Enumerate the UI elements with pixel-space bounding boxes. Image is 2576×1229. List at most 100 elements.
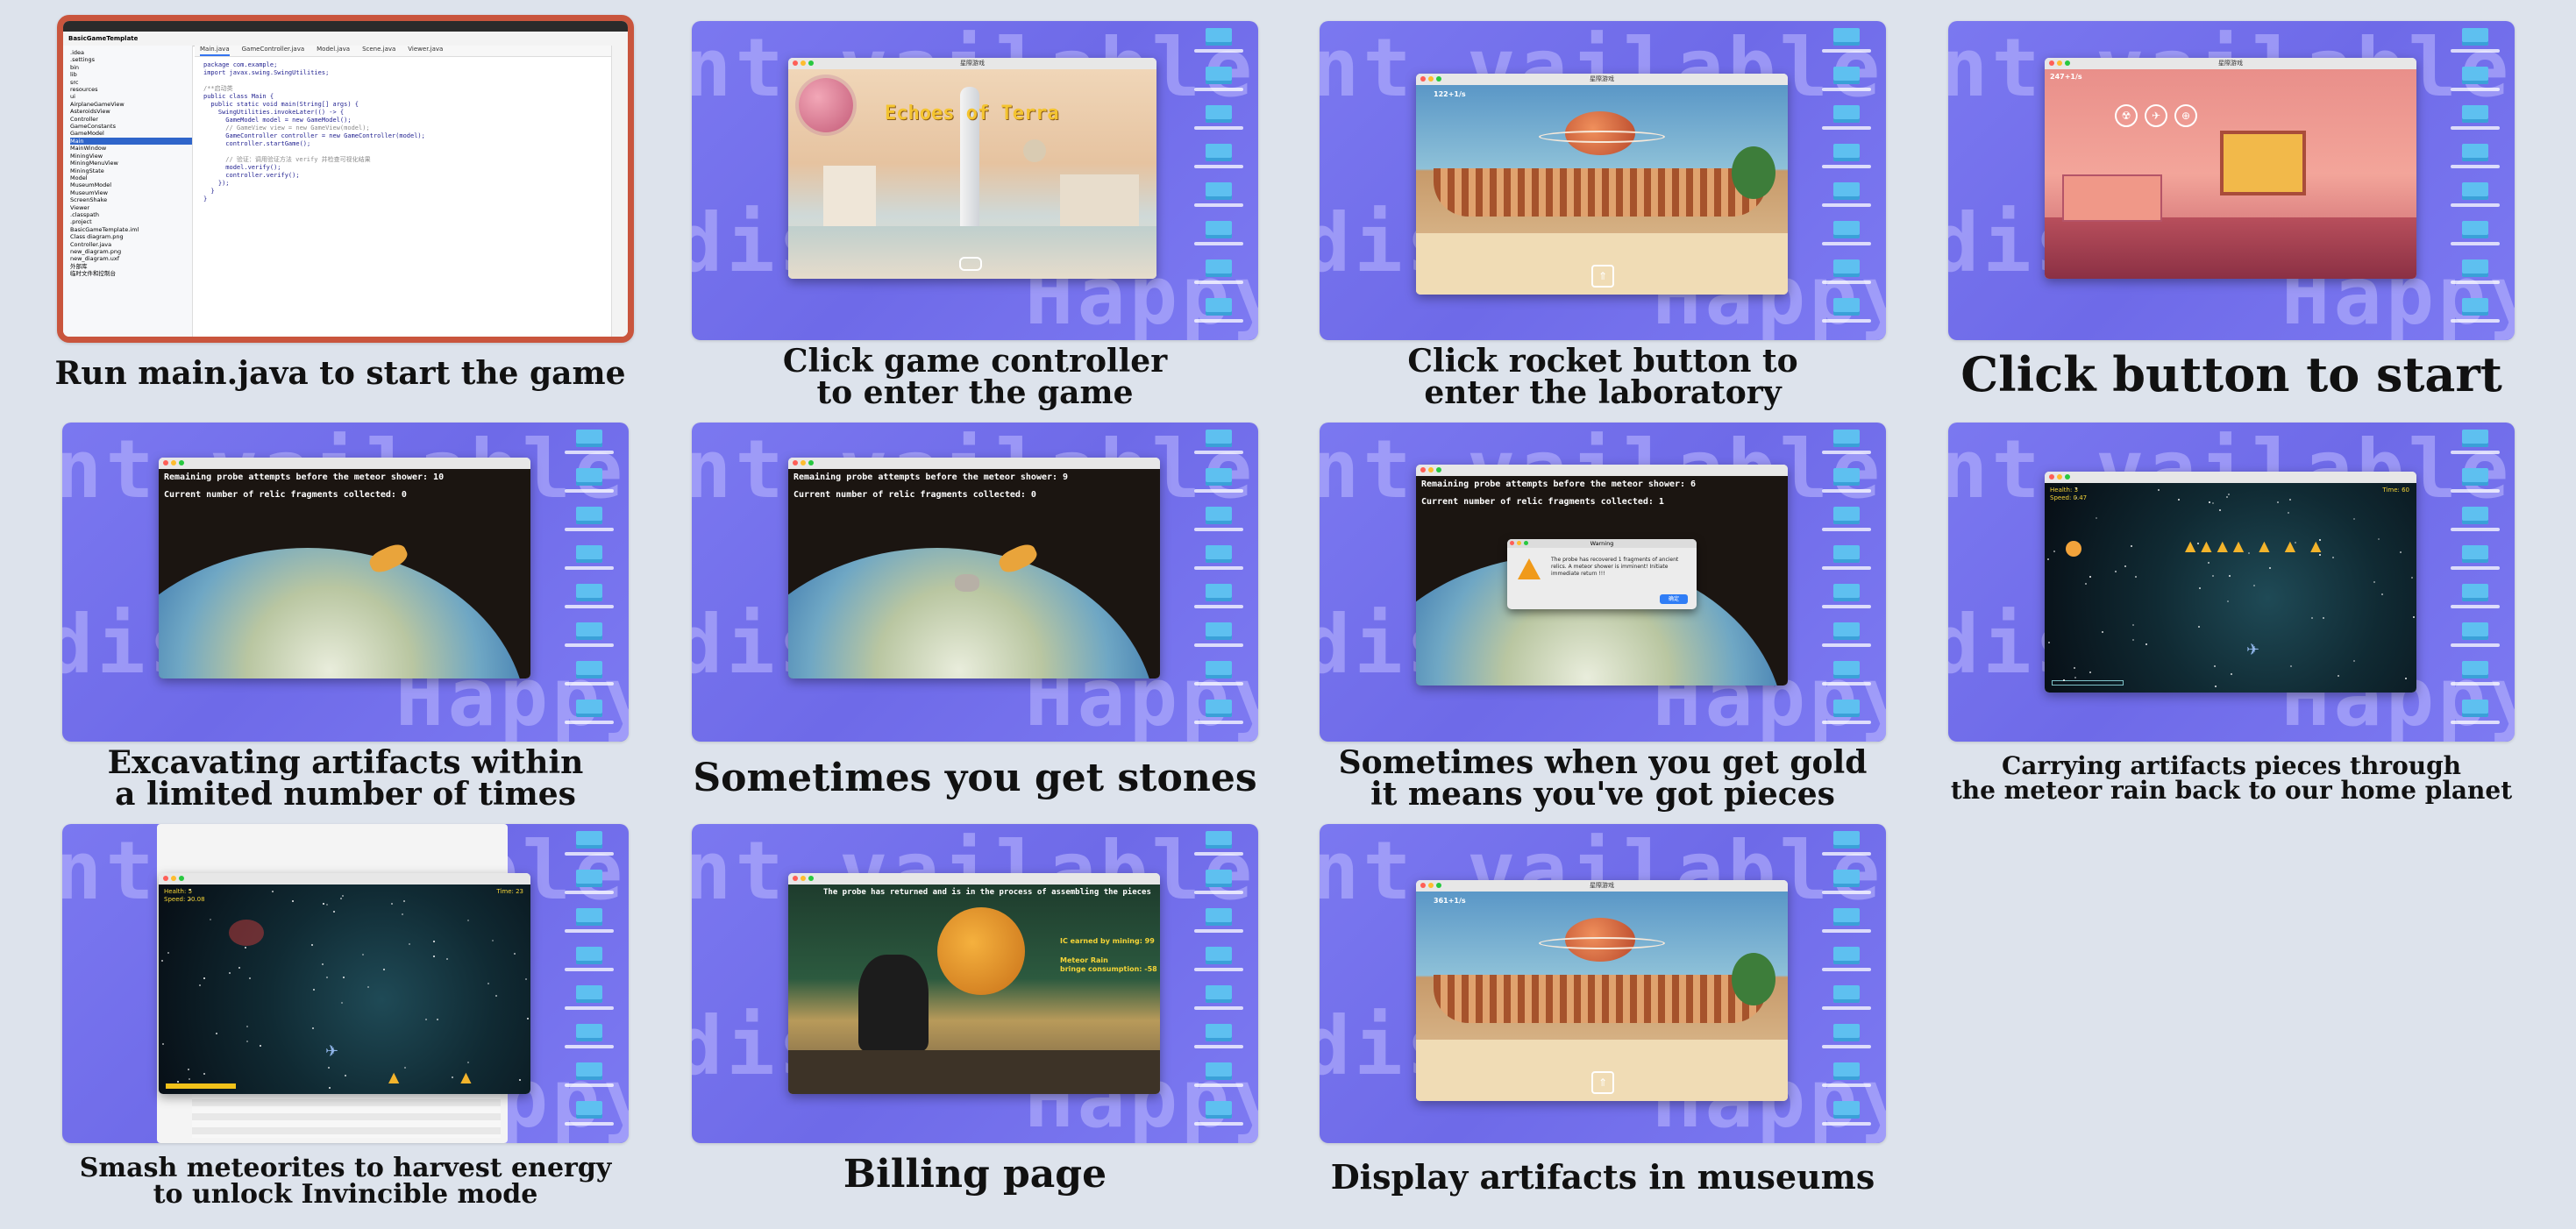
folder-icon[interactable]	[1206, 622, 1232, 640]
folder-icon[interactable]	[1833, 1101, 1860, 1119]
tile-excavation[interactable]: nt vailable disk. Happy Remaining probe …	[62, 423, 629, 742]
game-window[interactable]: 星際游戏 122+1/s ⇑	[1416, 74, 1788, 295]
folder-icon[interactable]	[1833, 259, 1860, 277]
folder-icon[interactable]	[576, 1062, 602, 1080]
project-tree-item[interactable]: GameModel	[70, 130, 104, 138]
folder-icon[interactable]	[1833, 221, 1860, 238]
project-tree-item[interactable]: Viewer	[70, 203, 90, 211]
warning-dialog[interactable]: Warning The probe has recovered 1 fragme…	[1507, 539, 1697, 609]
project-tree-item[interactable]: MiningState	[70, 167, 104, 174]
folder-icon[interactable]	[1833, 182, 1860, 200]
folder-icon[interactable]	[576, 947, 602, 964]
project-tree-item[interactable]: resources	[70, 86, 98, 94]
tile-museum[interactable]: nt vailable disk. Happy 星際游戏 361+1/s ⇑	[1320, 824, 1886, 1143]
project-tree-item[interactable]: AirplaneGameView	[70, 100, 125, 108]
folder-icon[interactable]	[576, 870, 602, 887]
window-controls[interactable]	[2049, 60, 2070, 66]
folder-icon[interactable]	[2462, 144, 2488, 161]
dialog-ok-button[interactable]: 确定	[1660, 594, 1688, 604]
folder-icon[interactable]	[2462, 584, 2488, 601]
folder-icon[interactable]	[1833, 661, 1860, 678]
folder-icon[interactable]	[2462, 28, 2488, 46]
ide-tab[interactable]: Model.java	[317, 46, 351, 53]
folder-icon[interactable]	[576, 1024, 602, 1041]
folder-icon[interactable]	[1206, 67, 1232, 84]
folder-icon[interactable]	[1206, 1024, 1232, 1041]
tile-gold[interactable]: nt vailable disk. Happy Remaining probe …	[1320, 423, 1886, 742]
folder-icon[interactable]	[1833, 507, 1860, 524]
project-tree-item[interactable]: Main	[70, 137, 192, 146]
project-tree-item[interactable]: new_diagram.uxf	[70, 255, 120, 263]
folder-icon[interactable]	[1833, 1062, 1860, 1080]
rocket-button-icon[interactable]: ⇑	[1591, 265, 1614, 288]
ide-tab[interactable]: Main.java	[200, 46, 230, 56]
folder-icon[interactable]	[576, 468, 602, 486]
planet-surface[interactable]	[159, 548, 527, 678]
folder-icon[interactable]	[1833, 298, 1860, 316]
project-tree-item[interactable]: GameConstants	[70, 123, 116, 131]
folder-icon[interactable]	[576, 584, 602, 601]
folder-icon[interactable]	[1206, 1101, 1232, 1119]
folder-icon[interactable]	[576, 661, 602, 678]
mining-scene[interactable]: Remaining probe attempts before the mete…	[1416, 476, 1788, 686]
project-tree-item[interactable]: MuseumModel	[70, 181, 112, 189]
folder-icon[interactable]	[2462, 430, 2488, 447]
window-controls[interactable]	[793, 460, 814, 465]
tile-ide[interactable]: BasicGameTemplate Main.java GameControll…	[57, 15, 634, 343]
folder-icon[interactable]	[1206, 870, 1232, 887]
folder-icon[interactable]	[2462, 105, 2488, 123]
project-tree-item[interactable]: .project	[70, 218, 92, 226]
game-window[interactable]: 星際游戏 361+1/s ⇑	[1416, 880, 1788, 1101]
folder-icon[interactable]	[2462, 67, 2488, 84]
folder-icon[interactable]	[1206, 545, 1232, 563]
game-window[interactable]: 星際游戏 247+1/s ☢ ✈ ⊕	[2045, 58, 2416, 279]
project-tree-item[interactable]: new_diagram.png	[70, 247, 122, 255]
project-tree-item[interactable]: 外部库	[70, 262, 88, 270]
folder-icon[interactable]	[1833, 545, 1860, 563]
project-tree-item[interactable]: Class diagram.png	[70, 233, 124, 241]
window-controls[interactable]	[2049, 474, 2070, 480]
game-window[interactable]: Health: 3 Speed: 0.47 Time: 60 ▲▲▲▲ ▲ ▲ …	[2045, 472, 2416, 693]
folder-icon[interactable]	[1206, 661, 1232, 678]
tile-billing[interactable]: nt vailable disk. Happy The probe has re…	[692, 824, 1258, 1143]
project-tree-item[interactable]: .classpath	[70, 210, 99, 218]
folder-icon[interactable]	[2462, 507, 2488, 524]
window-controls[interactable]	[793, 60, 814, 66]
project-tree-item[interactable]: BasicGameTemplate.iml	[70, 225, 139, 233]
project-tree-item[interactable]: MuseumView	[70, 188, 108, 196]
folder-icon[interactable]	[2462, 259, 2488, 277]
folder-icon[interactable]	[1206, 221, 1232, 238]
project-tree-item[interactable]: ui	[70, 93, 75, 101]
project-tree-item[interactable]: ScreenShake	[70, 196, 108, 204]
folder-icon[interactable]	[576, 1101, 602, 1119]
folder-icon[interactable]	[1833, 144, 1860, 161]
mining-scene[interactable]: Remaining probe attempts before the mete…	[788, 469, 1160, 678]
folder-icon[interactable]	[2462, 298, 2488, 316]
folder-icon[interactable]	[2462, 221, 2488, 238]
window-controls[interactable]	[163, 460, 184, 465]
project-tree-item[interactable]: src	[70, 78, 79, 86]
folder-icon[interactable]	[576, 700, 602, 717]
game-window[interactable]: The probe has returned and is in the pro…	[788, 873, 1160, 1094]
folder-icon[interactable]	[1206, 144, 1232, 161]
folder-icon[interactable]	[1206, 584, 1232, 601]
folder-icon[interactable]	[2462, 661, 2488, 678]
folder-icon[interactable]	[576, 908, 602, 926]
folder-icon[interactable]	[1206, 259, 1232, 277]
tile-invincible[interactable]: nt vailable Happy Health: 5 Speed: 20.08…	[62, 824, 629, 1143]
folder-icon[interactable]	[1206, 700, 1232, 717]
folder-icon[interactable]	[576, 545, 602, 563]
folder-icon[interactable]	[2462, 468, 2488, 486]
folder-icon[interactable]	[1833, 947, 1860, 964]
project-tree-item[interactable]: MiningView	[70, 152, 103, 160]
folder-icon[interactable]	[576, 622, 602, 640]
project-tree-item[interactable]: AsteroidsView	[70, 108, 110, 116]
folder-icon[interactable]	[1206, 908, 1232, 926]
tile-base[interactable]: nt vailable disk. Happy 星際游戏 122+1/s ⇑	[1320, 21, 1886, 340]
folder-icon[interactable]	[576, 985, 602, 1003]
project-tree-item[interactable]: .idea	[70, 49, 84, 56]
folder-icon[interactable]	[1833, 622, 1860, 640]
folder-icon[interactable]	[576, 507, 602, 524]
project-tree-item[interactable]: 临时文件和控制台	[70, 270, 116, 278]
folder-icon[interactable]	[1206, 985, 1232, 1003]
